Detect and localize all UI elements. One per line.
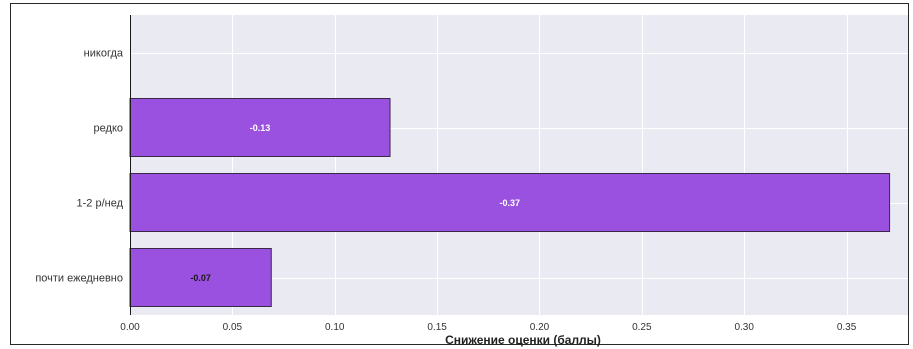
bar-value-label: -0.07 [190, 273, 211, 283]
y-tick-label: почти ежедневно [35, 273, 123, 285]
y-tick-label: 1-2 р/нед [77, 198, 124, 210]
y-tick-label: никогда [84, 48, 124, 60]
x-tick-label: 0.25 [632, 322, 652, 333]
x-tick-label: 0.35 [837, 322, 857, 333]
x-tick-label: 0.20 [530, 322, 550, 333]
outer-border [10, 3, 909, 345]
bar [129, 98, 391, 157]
y-tick-label: редко [94, 123, 123, 135]
x-tick-label: 0.30 [734, 322, 754, 333]
bar-value-label: -0.37 [500, 198, 521, 208]
y-tick-labels: никогда редко 1-2 р/нед почти ежедневно [35, 48, 124, 285]
x-tick-label: 0.00 [120, 322, 140, 333]
bar [129, 173, 891, 232]
bars: -0.13 -0.37 -0.07 [129, 98, 891, 307]
x-axis-label: Снижение оценки (баллы) [445, 333, 601, 347]
x-tick-labels: 0.00 0.05 0.10 0.15 0.20 0.25 0.30 0.35 [120, 322, 856, 333]
x-tick-label: 0.05 [223, 322, 243, 333]
bar-value-label: -0.13 [250, 123, 271, 133]
x-tick-label: 0.10 [325, 322, 345, 333]
x-tick-label: 0.15 [427, 322, 447, 333]
bar [129, 248, 272, 307]
